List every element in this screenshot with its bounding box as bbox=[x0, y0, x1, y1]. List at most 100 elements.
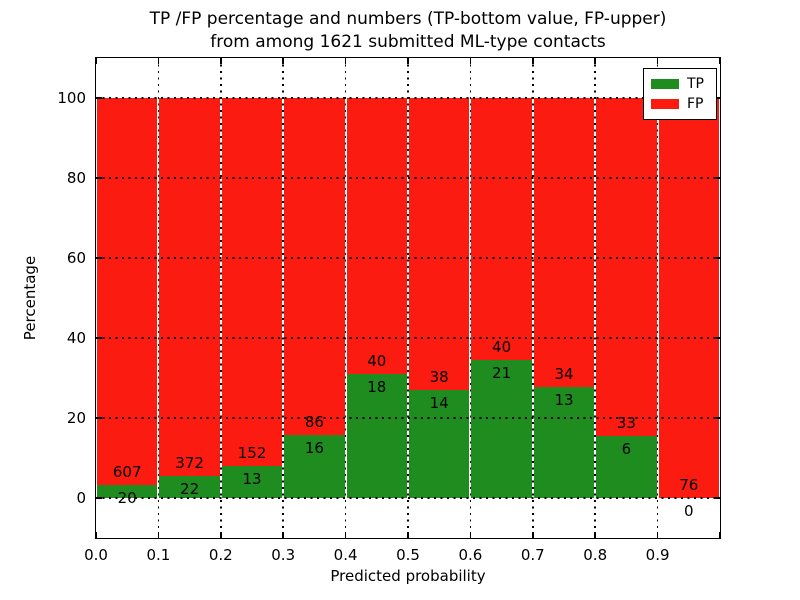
tp-count-label: 22 bbox=[180, 479, 200, 498]
x-tick-label: 0.3 bbox=[271, 546, 296, 564]
horizontal-gridline bbox=[96, 417, 720, 419]
x-tick-mark-top bbox=[282, 58, 284, 64]
x-tick-label: 0.4 bbox=[333, 546, 358, 564]
x-tick-mark bbox=[532, 532, 534, 538]
tp-bar-segment bbox=[284, 435, 345, 498]
tp-bar-segment bbox=[221, 466, 283, 498]
tp-count-label: 20 bbox=[117, 489, 137, 508]
chart-title-line2: from among 1621 submitted ML-type contac… bbox=[210, 32, 606, 52]
x-tick-label: 0.7 bbox=[520, 546, 545, 564]
fp-count-label: 607 bbox=[112, 463, 142, 482]
x-axis-label: Predicted probability bbox=[330, 567, 486, 585]
x-tick-mark bbox=[220, 532, 222, 538]
fp-bar-segment bbox=[658, 98, 719, 498]
fp-bar-segment bbox=[533, 98, 595, 388]
y-tick-mark-right bbox=[714, 257, 720, 259]
x-tick-mark bbox=[594, 532, 596, 538]
x-tick-mark bbox=[157, 532, 160, 538]
vertical-gridline bbox=[656, 58, 659, 538]
vertical-gridline bbox=[532, 58, 534, 538]
horizontal-gridline bbox=[96, 497, 720, 499]
x-tick-mark-top bbox=[95, 58, 97, 64]
fp-count-label: 372 bbox=[175, 453, 204, 472]
x-tick-mark-top bbox=[469, 58, 472, 64]
x-tick-label: 0.5 bbox=[396, 546, 420, 564]
y-tick-mark bbox=[96, 497, 102, 499]
x-tick-mark bbox=[282, 532, 284, 538]
x-tick-label: 0.0 bbox=[84, 546, 108, 564]
y-tick-mark-right bbox=[714, 417, 720, 419]
y-tick-label: 100 bbox=[57, 89, 86, 107]
tp-legend-swatch-icon bbox=[651, 79, 679, 89]
vertical-gridline bbox=[407, 58, 409, 538]
x-tick-mark bbox=[719, 532, 721, 538]
x-tick-mark bbox=[344, 532, 347, 538]
tp-count-label: 13 bbox=[242, 470, 262, 489]
x-tick-mark-top bbox=[594, 58, 596, 64]
tp-count-label: 21 bbox=[492, 364, 512, 383]
legend-entry-fp: FP bbox=[644, 97, 716, 111]
fp-bar-segment bbox=[346, 98, 407, 374]
fp-bar-segment bbox=[159, 98, 220, 476]
y-tick-label: 80 bbox=[66, 169, 86, 187]
fp-count-label: 152 bbox=[237, 444, 267, 463]
y-tick-mark bbox=[96, 337, 102, 339]
fp-count-label: 38 bbox=[429, 368, 449, 387]
y-tick-label: 40 bbox=[66, 329, 86, 347]
tp-count-label: 0 bbox=[684, 502, 694, 520]
y-tick-mark-right bbox=[714, 177, 720, 179]
plot-area: 607 20 372 22 152 13 86 16 40 18 38 14 40 21 34 13 33 6 76… bbox=[94, 56, 721, 539]
x-tick-label: 0.9 bbox=[645, 546, 670, 564]
legend: TP FP bbox=[643, 68, 717, 120]
tp-count-label: 16 bbox=[304, 439, 324, 458]
x-tick-mark-top bbox=[157, 58, 160, 64]
tp-count-label: 6 bbox=[621, 440, 632, 459]
fp-count-label: 40 bbox=[367, 351, 387, 370]
vertical-gridline bbox=[220, 58, 222, 538]
horizontal-gridline bbox=[96, 257, 720, 259]
x-tick-mark-top bbox=[656, 58, 659, 64]
horizontal-gridline bbox=[96, 337, 720, 339]
horizontal-gridline bbox=[96, 177, 720, 179]
horizontal-gridline bbox=[96, 97, 720, 99]
x-tick-mark-top bbox=[407, 58, 409, 64]
x-tick-mark bbox=[469, 532, 472, 538]
x-tick-label: 0.6 bbox=[458, 546, 483, 564]
fp-count-label: 86 bbox=[304, 413, 324, 432]
y-tick-mark-right bbox=[714, 97, 720, 99]
fp-count-label: 40 bbox=[492, 338, 512, 357]
y-tick-label: 20 bbox=[66, 409, 86, 427]
fp-bar-segment bbox=[97, 98, 158, 486]
tp-bar-segment bbox=[596, 436, 657, 498]
x-tick-mark-top bbox=[220, 58, 222, 64]
fp-bar-segment bbox=[284, 98, 345, 436]
chart-title: TP /FP percentage and numbers (TP-bottom… bbox=[96, 8, 720, 54]
tp-bar-segment bbox=[346, 373, 407, 498]
y-axis-label: Percentage bbox=[21, 255, 39, 341]
fp-bar-segment bbox=[221, 98, 283, 467]
tp-count-label: 13 bbox=[554, 391, 574, 410]
fp-count-label: 34 bbox=[554, 365, 574, 384]
x-tick-mark-top bbox=[532, 58, 534, 64]
y-tick-label: 0 bbox=[76, 489, 86, 507]
x-tick-mark bbox=[656, 532, 659, 538]
x-tick-mark-top bbox=[719, 58, 721, 64]
legend-entry-tp: TP bbox=[644, 77, 716, 91]
tp-bar-segment bbox=[471, 360, 532, 498]
y-tick-mark-right bbox=[714, 337, 720, 339]
x-tick-mark-top bbox=[344, 58, 347, 64]
tp-count-label: 14 bbox=[429, 394, 449, 413]
tp-bar-segment bbox=[159, 475, 220, 498]
vertical-gridline bbox=[469, 58, 472, 538]
tp-bar-segment bbox=[97, 485, 158, 498]
tp-count-label: 18 bbox=[367, 377, 387, 396]
y-tick-mark bbox=[96, 97, 102, 99]
y-tick-mark bbox=[96, 257, 102, 259]
fp-bar-segment bbox=[596, 98, 657, 437]
fp-legend-label: FP bbox=[687, 96, 704, 112]
fp-bar-segment bbox=[409, 98, 470, 391]
fp-bar-segment bbox=[471, 98, 532, 361]
fp-legend-swatch-icon bbox=[651, 99, 679, 109]
y-tick-mark-right bbox=[714, 497, 720, 499]
